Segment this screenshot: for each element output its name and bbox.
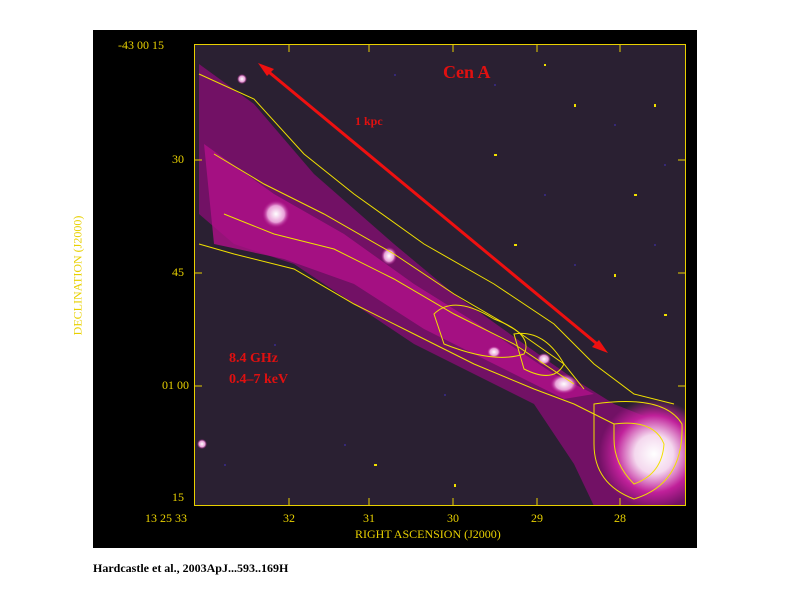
x-tick-label: 30 bbox=[447, 511, 459, 525]
legend-radio: 8.4 GHz bbox=[229, 351, 278, 366]
caption: Hardcastle et al., 2003ApJ...593..169H bbox=[93, 561, 289, 575]
y-tick-label: -43 00 15 bbox=[118, 38, 164, 52]
jet-image bbox=[194, 44, 686, 506]
y-tick-label: 30 bbox=[172, 152, 184, 166]
y-axis-title: DECLINATION (J2000) bbox=[70, 215, 85, 336]
x-tick-label: 31 bbox=[363, 511, 375, 525]
x-tick-label: 28 bbox=[614, 511, 626, 525]
x-tick-label: 29 bbox=[531, 511, 543, 525]
y-tick-label: 15 bbox=[172, 490, 184, 504]
x-tick-label: 13 25 33 bbox=[145, 511, 187, 525]
object-title: Cen A bbox=[443, 62, 491, 82]
x-axis-title: RIGHT ASCENSION (J2000) bbox=[355, 527, 501, 541]
y-tick-label: 45 bbox=[172, 265, 184, 279]
legend-xray: 0.4–7 keV bbox=[229, 372, 289, 387]
y-tick-label: 01 00 bbox=[162, 378, 189, 392]
scale-label: 1 kpc bbox=[355, 114, 383, 128]
x-tick-label: 32 bbox=[283, 511, 295, 525]
